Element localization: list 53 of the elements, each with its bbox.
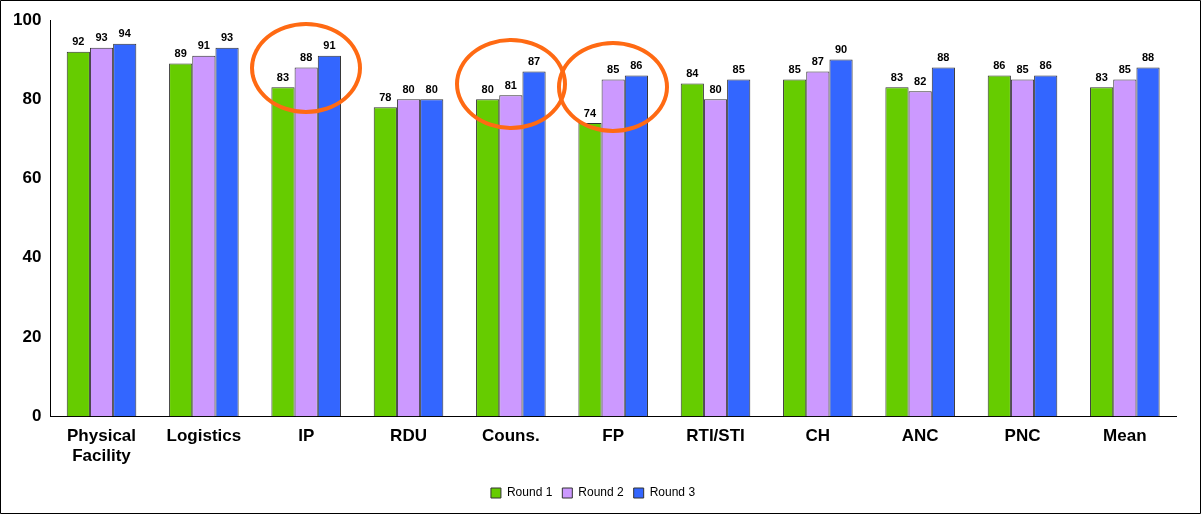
y-tick-label: 40 xyxy=(22,247,42,267)
data-label: 84 xyxy=(686,66,700,79)
data-label: 82 xyxy=(914,74,927,87)
data-label: 88 xyxy=(937,51,950,64)
data-label: 86 xyxy=(1039,59,1052,71)
data-label: 80 xyxy=(402,82,415,95)
x-tick-label: IP xyxy=(298,426,315,446)
x-tick-label: Mean xyxy=(1103,426,1147,446)
y-tick-label: 20 xyxy=(22,326,42,346)
x-tick-label: Logistics xyxy=(166,426,242,446)
data-label: 83 xyxy=(890,70,904,83)
data-label: 85 xyxy=(1118,62,1131,75)
data-label: 91 xyxy=(323,39,336,52)
data-label: 80 xyxy=(481,82,494,95)
data-label: 74 xyxy=(583,106,597,119)
data-label: 90 xyxy=(834,43,848,56)
x-tick-label: RDU xyxy=(390,426,427,446)
data-label: 86 xyxy=(630,59,643,71)
data-label: 86 xyxy=(993,59,1006,71)
data-label: 88 xyxy=(1141,51,1155,64)
y-tick-label: 0 xyxy=(31,405,42,425)
data-label: 78 xyxy=(379,90,392,103)
y-tick-label: 80 xyxy=(22,88,42,108)
data-label: 85 xyxy=(607,62,620,75)
y-tick-label: 100 xyxy=(12,9,42,29)
data-label: 87 xyxy=(811,55,824,68)
data-label: 93 xyxy=(220,31,234,44)
data-label: 85 xyxy=(788,62,801,75)
x-tick-label: RTI/STI xyxy=(686,426,745,446)
data-label: 83 xyxy=(1095,70,1108,83)
data-label: 80 xyxy=(709,82,722,95)
data-label: 92 xyxy=(72,35,85,48)
data-label: 89 xyxy=(174,47,187,60)
x-tick-label: FP xyxy=(602,426,625,446)
data-label: 83 xyxy=(276,70,290,83)
y-tick-label: 60 xyxy=(22,168,42,188)
x-tick-label: Physical Facility xyxy=(67,426,137,466)
legend-label: Round 3 xyxy=(649,485,696,500)
x-tick-label: Couns. xyxy=(482,426,540,446)
data-label: 93 xyxy=(95,31,108,44)
x-tick-label: PNC xyxy=(1004,426,1041,446)
legend-label: Round 1 xyxy=(506,485,553,500)
data-label: 87 xyxy=(527,55,541,68)
data-label: 88 xyxy=(300,51,313,64)
data-label: 91 xyxy=(197,39,210,52)
legend-label: Round 2 xyxy=(578,485,625,500)
data-label: 85 xyxy=(732,62,745,75)
data-label: 80 xyxy=(425,82,438,95)
data-label: 94 xyxy=(118,27,132,40)
x-tick-label: ANC xyxy=(901,426,939,446)
data-label: 85 xyxy=(1016,62,1029,75)
data-label: 81 xyxy=(504,78,517,91)
x-tick-label: CH xyxy=(805,426,831,446)
